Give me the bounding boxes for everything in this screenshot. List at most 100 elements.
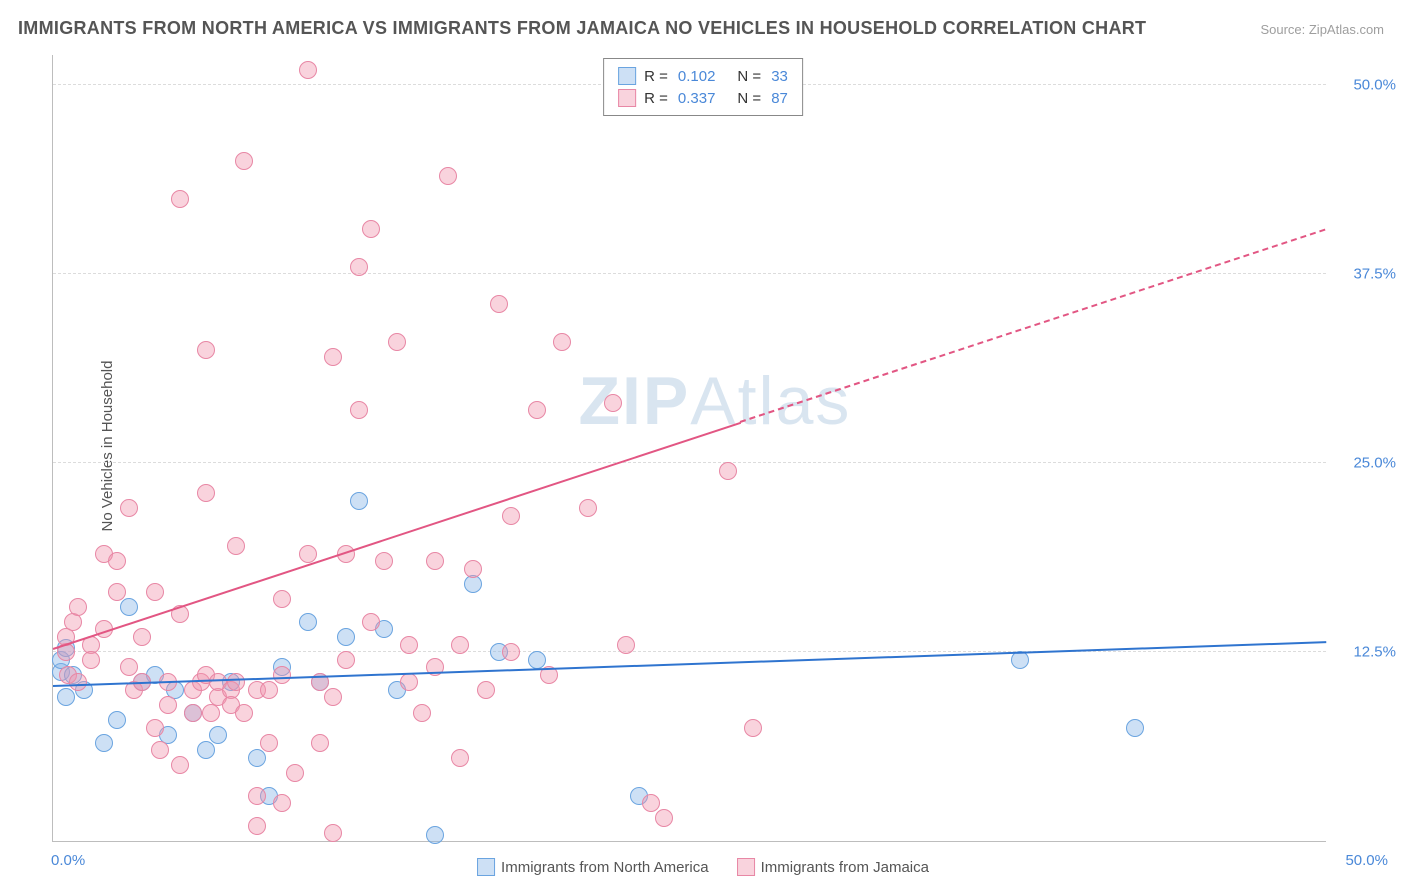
legend-n-jm: 87 xyxy=(771,90,788,107)
scatter-point-jm xyxy=(439,167,457,185)
y-tick-label: 37.5% xyxy=(1336,266,1396,283)
legend-row-jm: R = 0.337 N = 87 xyxy=(618,87,788,109)
scatter-point-jm xyxy=(617,636,635,654)
legend-label-jm: Immigrants from Jamaica xyxy=(761,859,929,876)
scatter-point-jm xyxy=(120,499,138,517)
legend-n-na: 33 xyxy=(771,68,788,85)
scatter-point-na xyxy=(120,598,138,616)
scatter-point-jm xyxy=(82,651,100,669)
scatter-point-jm xyxy=(146,583,164,601)
scatter-point-jm xyxy=(426,552,444,570)
scatter-point-jm xyxy=(299,545,317,563)
series-legend: Immigrants from North America Immigrants… xyxy=(477,858,929,876)
scatter-point-jm xyxy=(502,507,520,525)
scatter-point-jm xyxy=(133,628,151,646)
scatter-point-jm xyxy=(273,590,291,608)
scatter-point-jm xyxy=(528,401,546,419)
scatter-point-jm xyxy=(197,484,215,502)
scatter-point-jm xyxy=(604,394,622,412)
scatter-point-jm xyxy=(260,734,278,752)
scatter-point-jm xyxy=(69,598,87,616)
scatter-point-jm xyxy=(120,658,138,676)
scatter-point-jm xyxy=(362,220,380,238)
scatter-point-jm xyxy=(451,749,469,767)
scatter-point-jm xyxy=(235,152,253,170)
scatter-point-jm xyxy=(108,583,126,601)
scatter-point-na xyxy=(209,726,227,744)
scatter-point-na xyxy=(1126,719,1144,737)
scatter-point-jm xyxy=(642,794,660,812)
scatter-point-na xyxy=(350,492,368,510)
scatter-point-jm xyxy=(159,696,177,714)
scatter-point-jm xyxy=(375,552,393,570)
scatter-point-jm xyxy=(388,333,406,351)
scatter-point-na xyxy=(57,688,75,706)
x-tick-label: 50.0% xyxy=(1332,852,1388,869)
legend-r-label: R = xyxy=(644,68,668,85)
scatter-point-jm xyxy=(490,295,508,313)
scatter-point-jm xyxy=(184,704,202,722)
x-tick-label: 0.0% xyxy=(51,852,85,869)
scatter-point-jm xyxy=(248,787,266,805)
scatter-point-jm xyxy=(324,688,342,706)
scatter-point-jm xyxy=(69,673,87,691)
scatter-point-na xyxy=(426,826,444,844)
scatter-point-jm xyxy=(413,704,431,722)
y-tick-label: 50.0% xyxy=(1336,77,1396,94)
scatter-point-jm xyxy=(400,673,418,691)
scatter-point-jm xyxy=(655,809,673,827)
legend-r-label: R = xyxy=(644,90,668,107)
scatter-point-jm xyxy=(324,348,342,366)
scatter-point-jm xyxy=(108,552,126,570)
scatter-point-na xyxy=(108,711,126,729)
scatter-point-jm xyxy=(337,651,355,669)
scatter-point-na xyxy=(95,734,113,752)
scatter-point-jm xyxy=(477,681,495,699)
scatter-point-jm xyxy=(227,537,245,555)
trendline xyxy=(740,229,1326,423)
scatter-point-na xyxy=(337,628,355,646)
scatter-point-jm xyxy=(171,190,189,208)
legend-swatch-na xyxy=(477,858,495,876)
trendline xyxy=(53,421,741,649)
scatter-point-na xyxy=(197,741,215,759)
legend-label-na: Immigrants from North America xyxy=(501,859,709,876)
scatter-point-jm xyxy=(744,719,762,737)
scatter-point-jm xyxy=(197,341,215,359)
correlation-legend: R = 0.102 N = 33 R = 0.337 N = 87 xyxy=(603,58,803,116)
scatter-point-jm xyxy=(151,741,169,759)
scatter-point-jm xyxy=(299,61,317,79)
legend-r-na: 0.102 xyxy=(678,68,716,85)
scatter-point-jm xyxy=(260,681,278,699)
legend-n-label: N = xyxy=(737,68,761,85)
scatter-point-jm xyxy=(464,560,482,578)
scatter-point-jm xyxy=(311,734,329,752)
scatter-point-jm xyxy=(553,333,571,351)
scatter-point-jm xyxy=(235,704,253,722)
legend-swatch-jm xyxy=(618,89,636,107)
trendline xyxy=(53,641,1326,687)
scatter-point-jm xyxy=(719,462,737,480)
legend-item-na: Immigrants from North America xyxy=(477,858,709,876)
plot-area: ZIPAtlas 12.5%25.0%37.5%50.0%0.0%50.0% xyxy=(52,55,1326,842)
watermark-rest: Atlas xyxy=(690,363,851,439)
scatter-point-jm xyxy=(248,817,266,835)
scatter-point-jm xyxy=(324,824,342,842)
gridline xyxy=(53,273,1326,274)
gridline xyxy=(53,651,1326,652)
legend-row-na: R = 0.102 N = 33 xyxy=(618,65,788,87)
scatter-point-jm xyxy=(273,794,291,812)
scatter-point-na xyxy=(299,613,317,631)
scatter-point-jm xyxy=(146,719,164,737)
source-attribution: Source: ZipAtlas.com xyxy=(1260,22,1384,37)
legend-item-jm: Immigrants from Jamaica xyxy=(737,858,929,876)
scatter-point-jm xyxy=(286,764,304,782)
legend-swatch-jm xyxy=(737,858,755,876)
scatter-point-jm xyxy=(273,666,291,684)
scatter-point-jm xyxy=(227,673,245,691)
legend-n-label: N = xyxy=(737,90,761,107)
scatter-point-jm xyxy=(171,756,189,774)
scatter-point-na xyxy=(248,749,266,767)
chart-title: IMMIGRANTS FROM NORTH AMERICA VS IMMIGRA… xyxy=(18,18,1146,39)
scatter-point-jm xyxy=(362,613,380,631)
